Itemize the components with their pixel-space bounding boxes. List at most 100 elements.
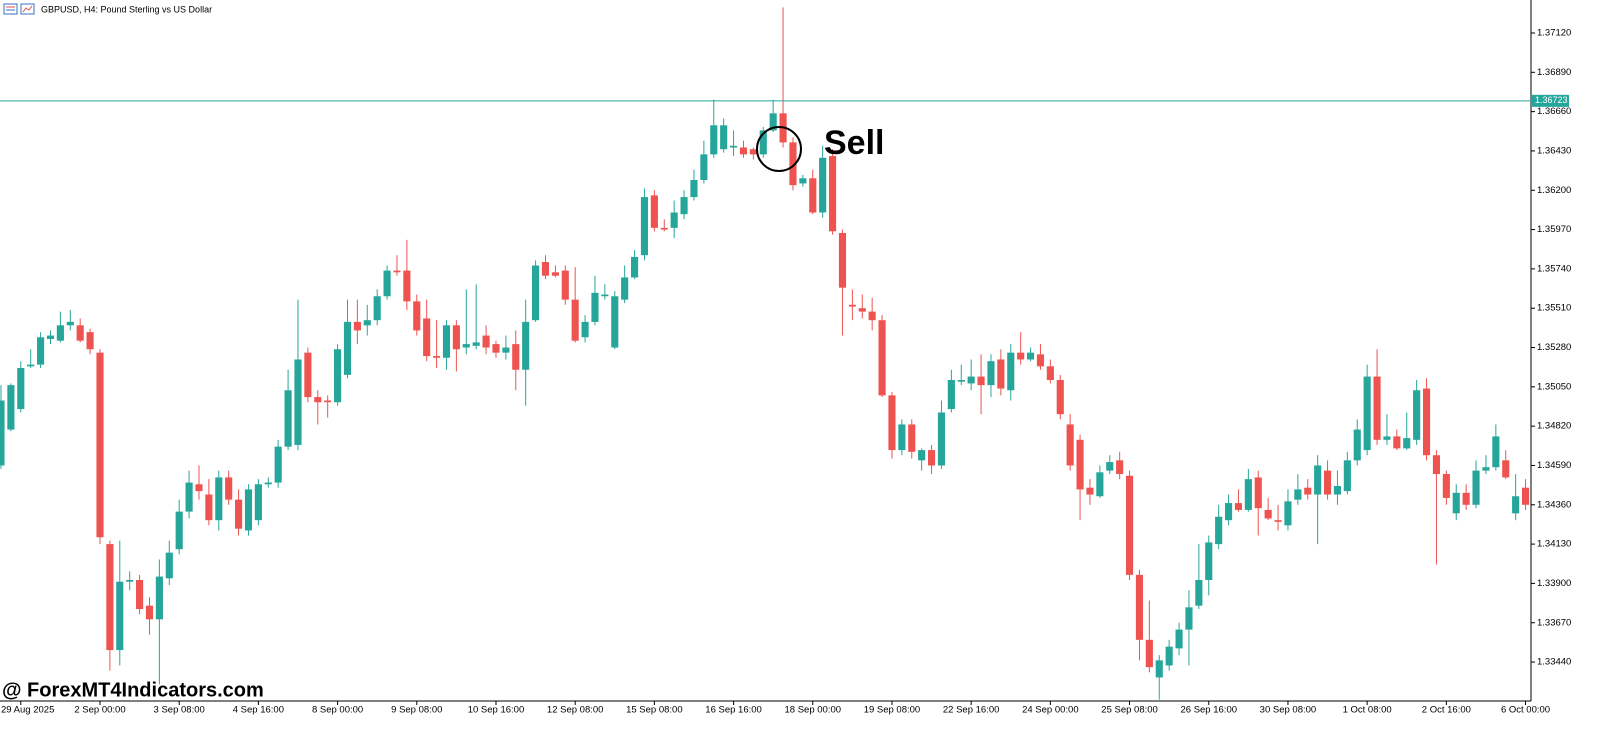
candle-body <box>937 412 946 466</box>
candle-body <box>640 197 649 256</box>
candle-body <box>700 154 708 180</box>
candle-body <box>1185 607 1193 630</box>
y-tick-label: 1.35280 <box>1537 342 1571 353</box>
candle-body <box>541 262 550 276</box>
x-tick-label: 29 Aug 2025 <box>1 705 54 716</box>
candle-body <box>1413 390 1421 440</box>
icon <box>3 3 18 15</box>
candle-body <box>1007 352 1015 391</box>
candle-body <box>1224 503 1233 521</box>
candle-body <box>1333 485 1342 495</box>
y-tick-label: 1.36890 <box>1537 67 1571 78</box>
watermark: @ ForexMT4Indicators.com <box>2 679 264 701</box>
candle-body <box>878 320 886 396</box>
y-tick-label: 1.37120 <box>1537 28 1571 39</box>
candle-body <box>1274 520 1282 522</box>
candle-body <box>225 477 233 500</box>
x-tick-label: 12 Sep 08:00 <box>547 705 604 716</box>
candle-body <box>373 296 381 321</box>
y-tick-label: 1.34130 <box>1537 539 1571 550</box>
candle-body <box>730 145 738 148</box>
candle-body <box>1472 470 1480 505</box>
x-tick-label: 10 Sep 16:00 <box>468 705 525 716</box>
candle-body <box>1304 487 1312 495</box>
candle-body <box>1175 629 1183 649</box>
candle-body <box>1116 460 1124 475</box>
candle-body <box>1383 436 1391 440</box>
candle-body <box>472 342 480 346</box>
x-tick-label: 15 Sep 08:00 <box>626 705 683 716</box>
candle-body <box>918 450 926 461</box>
candle-body <box>898 424 906 451</box>
candle-body <box>1452 492 1460 514</box>
candle-body <box>512 344 520 370</box>
x-tick-label: 22 Sep 16:00 <box>943 705 1000 716</box>
candle-body <box>611 296 619 348</box>
candle-body <box>532 265 540 321</box>
candle-body <box>631 256 639 278</box>
candle-body <box>710 125 718 155</box>
candle-body <box>601 294 609 297</box>
candle-body <box>334 349 342 403</box>
price-label: 1.36723 <box>1535 95 1568 105</box>
candle-body <box>838 232 847 288</box>
candle-body <box>462 344 470 348</box>
candle-body <box>244 489 253 531</box>
candle-body <box>1353 429 1361 461</box>
candle-body <box>1492 436 1500 468</box>
candle-body <box>799 178 807 184</box>
candle-body <box>155 576 163 620</box>
candle-body <box>274 446 282 483</box>
candle-body <box>858 308 866 312</box>
y-tick-label: 1.35740 <box>1537 263 1571 274</box>
candle-body <box>215 477 223 521</box>
y-tick-label: 1.33440 <box>1537 657 1571 668</box>
candle-body <box>165 552 173 579</box>
candle-body <box>997 359 1005 389</box>
x-tick-label: 6 Oct 00:00 <box>1501 705 1550 716</box>
candle-body <box>690 180 698 198</box>
candle-body <box>433 356 441 358</box>
x-tick-label: 8 Sep 00:00 <box>312 705 363 716</box>
candle-body <box>947 380 955 410</box>
x-tick-label: 25 Sep 08:00 <box>1101 705 1158 716</box>
candle-body <box>1046 366 1054 380</box>
candle-body <box>106 544 114 651</box>
candle-body <box>1403 438 1411 449</box>
candle-body <box>1017 352 1025 360</box>
candle-body <box>1155 660 1163 678</box>
y-tick-label: 1.34590 <box>1537 460 1571 471</box>
candle-body <box>789 142 797 186</box>
candle-body <box>908 424 916 452</box>
candle-body <box>1502 460 1510 478</box>
candle-body <box>1096 472 1104 497</box>
candle-body <box>571 299 579 341</box>
candle-body <box>987 361 995 386</box>
y-tick-label: 1.34360 <box>1537 499 1571 510</box>
candle-body <box>650 195 658 228</box>
candle-body <box>660 227 668 230</box>
y-tick-label: 1.35970 <box>1537 224 1571 235</box>
x-tick-label: 26 Sep 16:00 <box>1180 705 1237 716</box>
candle-body <box>1363 376 1371 451</box>
candle-body <box>27 364 35 367</box>
candle-body <box>1393 436 1401 449</box>
candle-body <box>195 484 203 492</box>
candle-body <box>749 149 757 155</box>
candle-body <box>581 321 589 338</box>
candle-body <box>1195 580 1203 606</box>
candle-body <box>1314 465 1322 495</box>
candle-body <box>551 272 559 276</box>
candle-body <box>927 450 936 466</box>
candle-body <box>1106 462 1114 471</box>
candle-body <box>403 270 411 302</box>
candle-body <box>383 270 391 297</box>
candle-body <box>343 321 352 375</box>
candle-body <box>0 400 5 466</box>
toolbar-icons <box>3 3 35 15</box>
candle-body <box>1125 475 1134 575</box>
candle-body <box>502 347 510 353</box>
candle-body <box>1244 479 1252 510</box>
candle-body <box>205 494 213 521</box>
